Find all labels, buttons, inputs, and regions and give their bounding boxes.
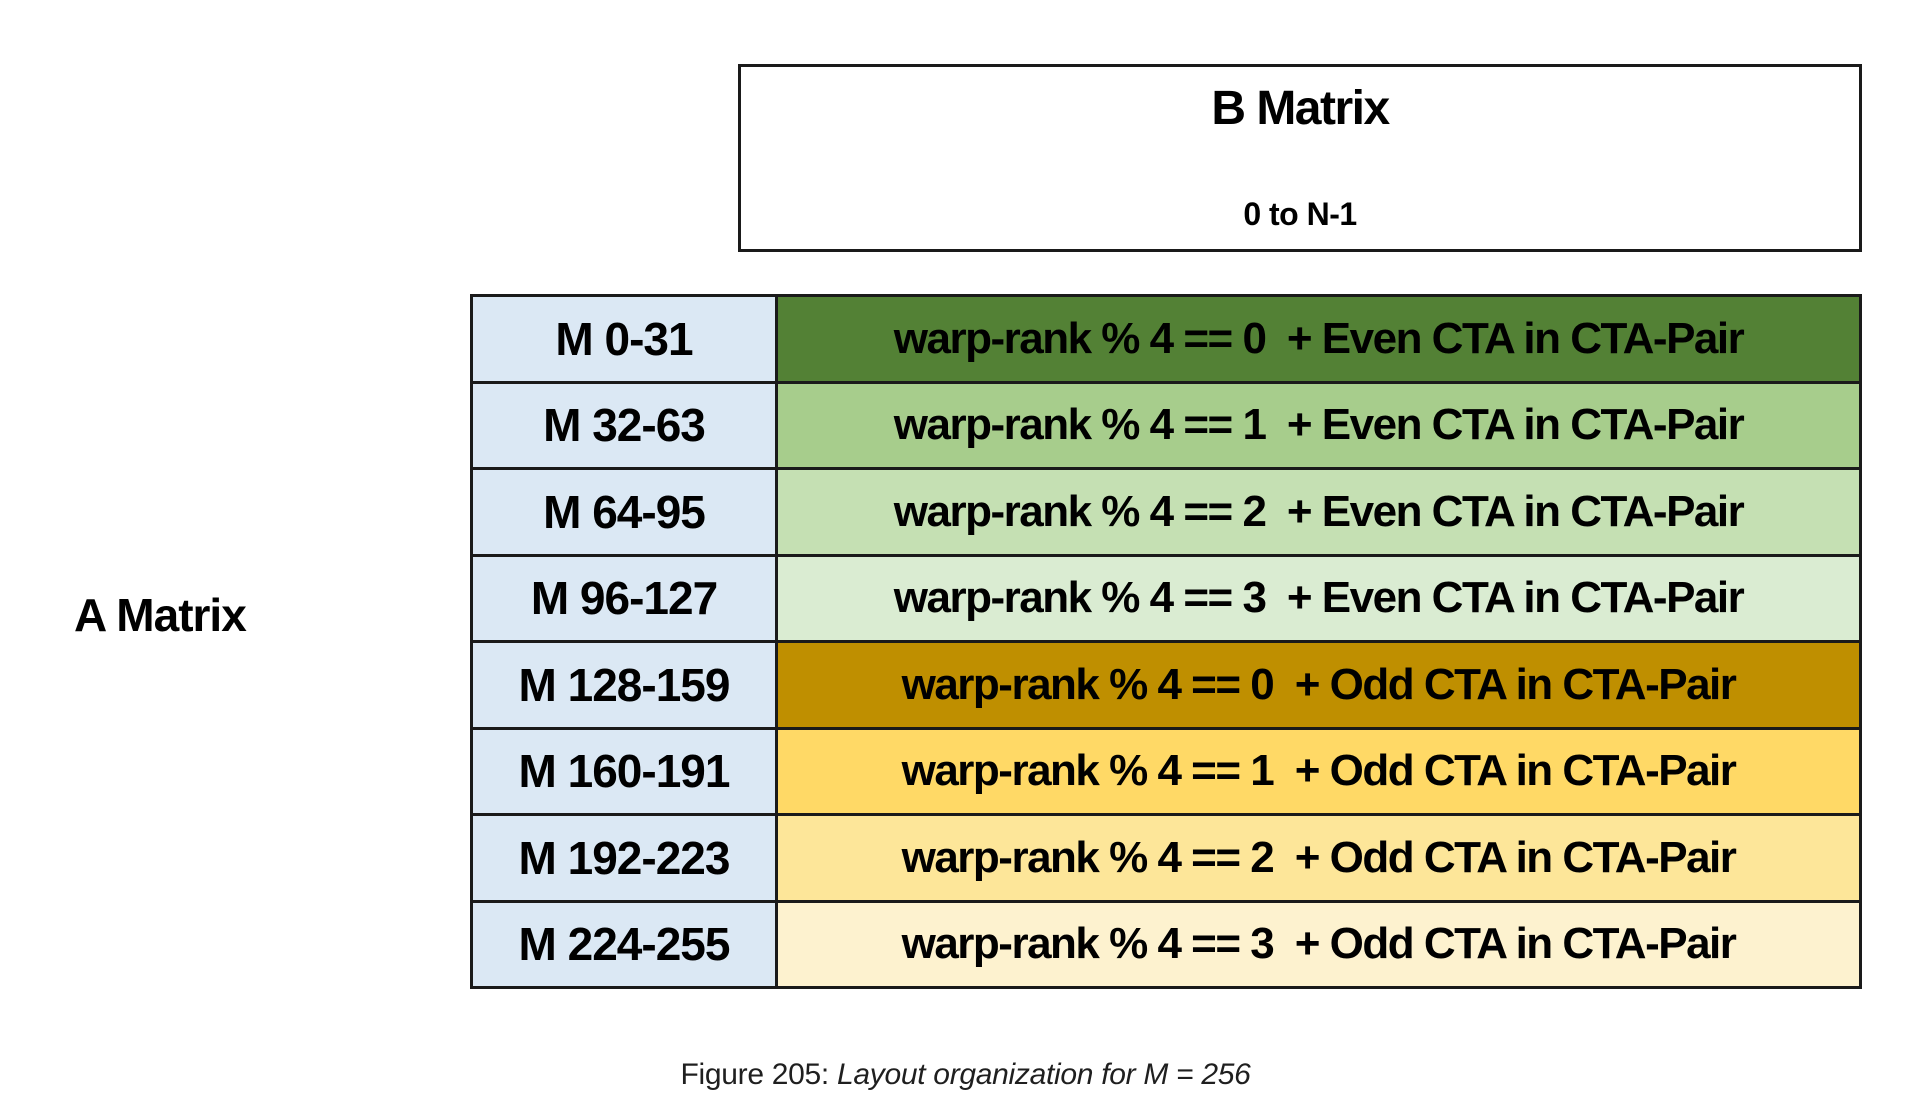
table-row: M 96-127 warp-rank % 4 == 3 + Even CTA i…	[473, 553, 1859, 640]
layout-table: M 0-31 warp-rank % 4 == 0 + Even CTA in …	[470, 294, 1862, 989]
figure-caption-prefix: Figure 205:	[680, 1058, 837, 1091]
warp-rank-cell: warp-rank % 4 == 2 + Even CTA in CTA-Pai…	[778, 470, 1859, 554]
b-matrix-title: B Matrix	[1211, 82, 1390, 135]
m-range-cell: M 32-63	[473, 383, 778, 467]
warp-rank-cell: warp-rank % 4 == 0 + Odd CTA in CTA-Pair	[778, 643, 1859, 727]
m-range-cell: M 64-95	[473, 470, 778, 554]
m-range-cell: M 160-191	[473, 729, 778, 813]
warp-rank-cell: warp-rank % 4 == 3 + Odd CTA in CTA-Pair	[778, 902, 1859, 986]
table-row: M 0-31 warp-rank % 4 == 0 + Even CTA in …	[473, 297, 1859, 381]
m-range-cell: M 192-223	[473, 816, 778, 900]
table-row: M 32-63 warp-rank % 4 == 1 + Even CTA in…	[473, 380, 1859, 467]
table-row: M 160-191 warp-rank % 4 == 1 + Odd CTA i…	[473, 726, 1859, 813]
table-row: M 64-95 warp-rank % 4 == 2 + Even CTA in…	[473, 467, 1859, 554]
m-range-cell: M 96-127	[473, 556, 778, 640]
table-row: M 192-223 warp-rank % 4 == 2 + Odd CTA i…	[473, 813, 1859, 900]
warp-rank-cell: warp-rank % 4 == 3 + Even CTA in CTA-Pai…	[778, 556, 1859, 640]
figure-caption: Figure 205: Layout organization for M = …	[0, 1058, 1931, 1092]
m-range-cell: M 128-159	[473, 643, 778, 727]
b-matrix-range-label: 0 to N-1	[1243, 196, 1357, 232]
table-row: M 128-159 warp-rank % 4 == 0 + Odd CTA i…	[473, 640, 1859, 727]
warp-rank-cell: warp-rank % 4 == 2 + Odd CTA in CTA-Pair	[778, 816, 1859, 900]
table-row: M 224-255 warp-rank % 4 == 3 + Odd CTA i…	[473, 899, 1859, 986]
warp-rank-cell: warp-rank % 4 == 1 + Odd CTA in CTA-Pair	[778, 729, 1859, 813]
m-range-cell: M 0-31	[473, 297, 778, 381]
m-range-cell: M 224-255	[473, 902, 778, 986]
warp-rank-cell: warp-rank % 4 == 1 + Even CTA in CTA-Pai…	[778, 383, 1859, 467]
warp-rank-cell: warp-rank % 4 == 0 + Even CTA in CTA-Pai…	[778, 297, 1859, 381]
figure-caption-italic: Layout organization for M = 256	[837, 1058, 1251, 1091]
a-matrix-label: A Matrix	[74, 589, 247, 641]
b-matrix-box: B Matrix 0 to N-1	[738, 64, 1862, 252]
